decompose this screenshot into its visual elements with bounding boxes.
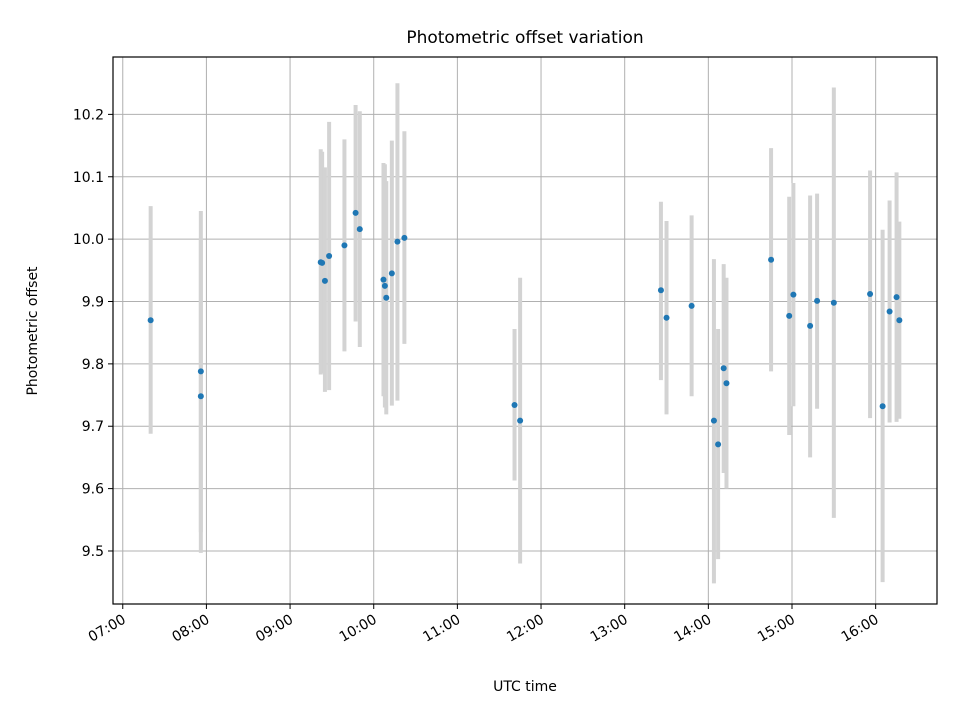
plot-frame xyxy=(112,56,938,605)
data-point xyxy=(710,417,717,424)
data-point xyxy=(517,417,524,424)
data-point xyxy=(341,242,348,249)
y-axis-ticks: 9.5 9.6 9.7 9.8 9.9 10.0 10.1 10.2 xyxy=(73,107,113,560)
data-point xyxy=(401,234,408,241)
y-tick-label: 9.5 xyxy=(82,544,104,560)
data-point xyxy=(867,291,874,298)
data-point xyxy=(663,314,670,321)
y-axis-label: Photometric offset xyxy=(25,266,41,396)
x-axis-label: UTC time xyxy=(493,679,557,695)
y-tick-label: 9.7 xyxy=(82,419,104,435)
data-point xyxy=(381,282,388,289)
data-point xyxy=(147,317,154,324)
y-tick-label: 10.2 xyxy=(73,107,104,123)
data-point xyxy=(356,226,363,233)
data-point xyxy=(197,368,204,375)
data-point xyxy=(830,299,837,306)
y-tick-label: 9.9 xyxy=(82,294,104,310)
data-point xyxy=(352,209,359,216)
data-point xyxy=(896,317,903,324)
data-point xyxy=(197,393,204,400)
data-point xyxy=(319,259,326,266)
chart-title: Photometric offset variation xyxy=(406,28,643,48)
data-point xyxy=(723,380,730,387)
data-point xyxy=(326,252,333,259)
data-point xyxy=(720,365,727,372)
data-point xyxy=(786,312,793,319)
data-point xyxy=(768,256,775,263)
data-point xyxy=(688,302,695,309)
data-point xyxy=(814,297,821,304)
y-tick-label: 9.8 xyxy=(82,357,104,373)
data-point xyxy=(383,294,390,301)
data-point xyxy=(511,402,518,409)
y-tick-label: 10.0 xyxy=(73,232,104,248)
data-point xyxy=(394,238,401,245)
data-point xyxy=(893,294,900,301)
grid-lines xyxy=(113,57,937,604)
data-point xyxy=(886,308,893,315)
data-point xyxy=(321,277,328,284)
data-point xyxy=(807,322,814,329)
y-tick-label: 10.1 xyxy=(73,170,104,186)
data-point xyxy=(790,291,797,298)
data-point xyxy=(380,276,387,283)
data-point xyxy=(388,270,395,277)
data-points xyxy=(147,209,903,448)
y-tick-label: 9.6 xyxy=(82,482,104,498)
data-point xyxy=(657,287,664,294)
data-point xyxy=(879,403,886,410)
data-point xyxy=(715,441,722,448)
